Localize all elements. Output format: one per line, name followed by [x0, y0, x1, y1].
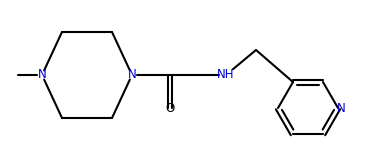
- Text: NH: NH: [217, 69, 235, 81]
- Text: N: N: [128, 69, 137, 81]
- Text: N: N: [337, 102, 346, 114]
- Text: N: N: [38, 69, 46, 81]
- Text: O: O: [165, 102, 175, 114]
